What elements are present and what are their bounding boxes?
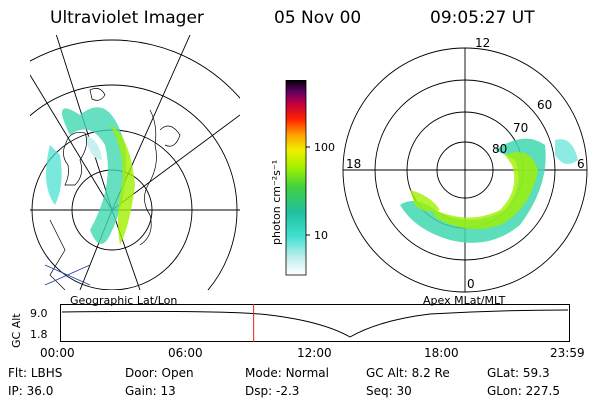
gain-field: Gain: 13 [125,384,176,398]
gc-alt-tick-9: 9.0 [30,307,48,320]
mode-label: Mode: [245,366,282,380]
geographic-map [30,35,240,290]
flt-field: Flt: LBHS [8,366,62,380]
time-tick-0600: 06:00 [168,346,203,360]
lat-label-80: 80 [492,142,508,156]
dsp-label: Dsp: [245,384,273,398]
mlt-label-6: 6 [577,157,585,171]
mlt-label-12: 12 [475,36,491,50]
glat-label: GLat: [487,366,520,380]
time-tick-1200: 12:00 [297,346,332,360]
apex-polar-plot [342,47,588,293]
instrument-title: Ultraviolet Imager [50,8,204,28]
gain-label: Gain: [125,384,157,398]
left-panel-caption: Geographic Lat/Lon [70,294,178,307]
mode-value: Normal [285,366,329,380]
ip-label: IP: [8,384,23,398]
flt-value: LBHS [30,366,63,380]
gcalt-value: 8.2 Re [411,366,450,380]
flt-label: Flt: [8,366,27,380]
door-field: Door: Open [125,366,194,380]
colorbar-tick-100: 100 [314,141,335,154]
lat-label-70: 70 [513,121,529,135]
dsp-value: -2.3 [275,384,300,398]
glon-value: 227.5 [525,384,560,398]
ip-field: IP: 36.0 [8,384,53,398]
dsp-field: Dsp: -2.3 [245,384,299,398]
colorbar [285,80,310,276]
colorbar-label: photon cm⁻²s⁻¹ [270,159,283,245]
mlt-label-0: 0 [467,277,475,291]
gcalt-label: GC Alt: [366,366,408,380]
time-tick-2359: 23:59 [550,346,585,360]
gain-value: 13 [160,384,176,398]
time-tick-0000: 00:00 [40,346,75,360]
glon-field: GLon: 227.5 [487,384,560,398]
right-panel-caption: Apex MLat/MLT [423,294,506,307]
date-label: 05 Nov 00 [274,8,362,28]
door-label: Door: [125,366,158,380]
door-value: Open [161,366,194,380]
seq-value: 30 [396,384,412,398]
glat-field: GLat: 59.3 [487,366,550,380]
time-tick-1800: 18:00 [424,346,459,360]
glat-value: 59.3 [522,366,550,380]
lat-label-60: 60 [537,98,553,112]
time-label: 09:05:27 UT [430,8,535,28]
gcalt-field: GC Alt: 8.2 Re [366,366,450,380]
mlt-label-18: 18 [346,157,362,171]
mode-field: Mode: Normal [245,366,329,380]
gc-alt-ylabel: GC Alt [10,313,23,348]
seq-field: Seq: 30 [366,384,412,398]
gc-alt-tick-1-8: 1.8 [30,328,48,341]
ip-value: 36.0 [26,384,54,398]
colorbar-tick-10: 10 [314,229,328,242]
gc-alt-plot [60,304,570,342]
glon-label: GLon: [487,384,522,398]
seq-label: Seq: [366,384,393,398]
